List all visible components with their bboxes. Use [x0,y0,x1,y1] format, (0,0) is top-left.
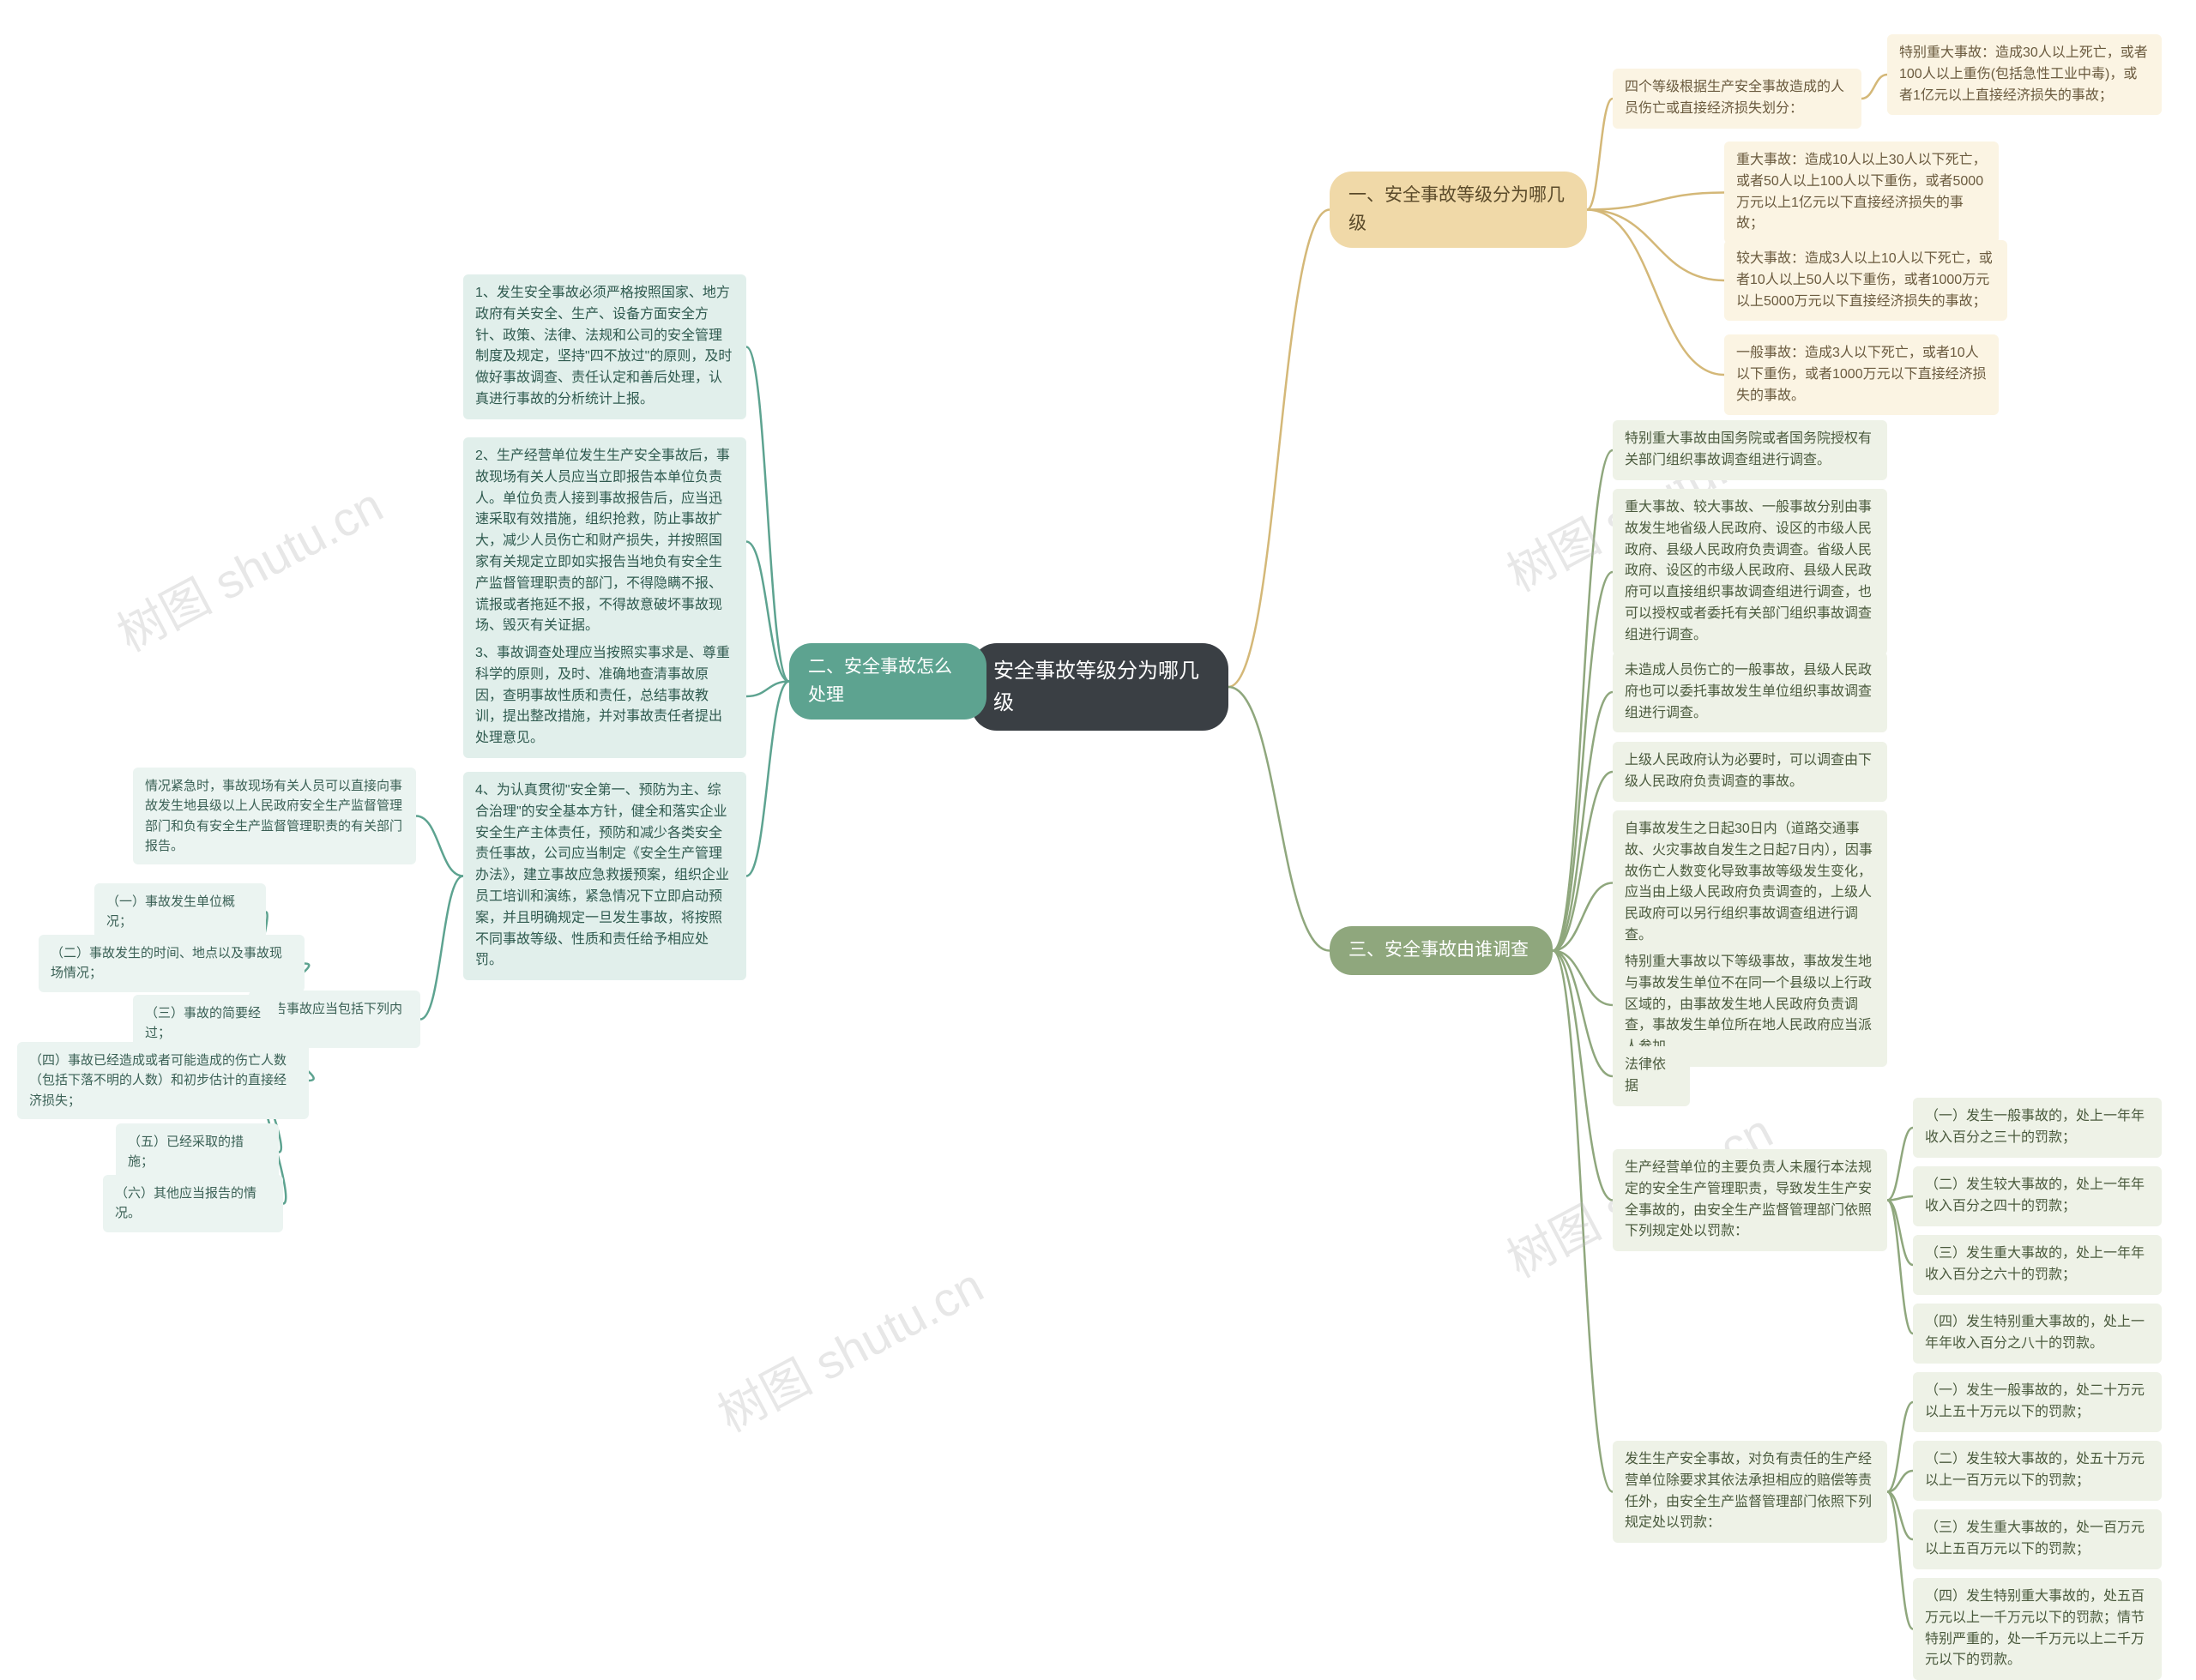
penalty2-c: （三）发生重大事故的，处一百万元以上五百万元以下的罚款； [1913,1509,2162,1569]
penalty1-b: （二）发生较大事故的，处上一年年收入百分之四十的罚款； [1913,1166,2162,1226]
report-6: （六）其他应当报告的情况。 [103,1175,283,1232]
penalty2-intro: 发生生产安全事故，对负有责任的生产经营单位除要求其依法承担相应的赔偿等责任外，由… [1613,1441,1887,1543]
handle-step-2: 2、生产经营单位发生生产安全事故后，事故现场有关人员应当立即报告本单位负责人。单… [463,437,746,646]
inv-4: 上级人民政府认为必要时，可以调查由下级人民政府负责调查的事故。 [1613,742,1887,802]
handle-step-3: 3、事故调查处理应当按照实事求是、尊重科学的原则，及时、准确地查清事故原因，查明… [463,635,746,758]
penalty1-intro: 生产经营单位的主要负责人未履行本法规定的安全生产管理职责，导致发生生产安全事故的… [1613,1149,1887,1251]
branch-levels[interactable]: 一、安全事故等级分为哪几级 [1330,172,1587,248]
branch-investigate[interactable]: 三、安全事故由谁调查 [1330,926,1553,975]
penalty1-d: （四）发生特别重大事故的，处上一年年收入百分之八十的罚款。 [1913,1304,2162,1364]
inv-3: 未造成人员伤亡的一般事故，县级人民政府也可以委托事故发生单位组织事故调查组进行调… [1613,652,1887,732]
handle-urgent: 情况紧急时，事故现场有关人员可以直接向事故发生地县级以上人民政府安全生产监督管理… [133,768,416,864]
level-major: 重大事故：造成10人以上30人以下死亡，或者50人以上100人以下重伤，或者50… [1724,142,1999,244]
levels-intro: 四个等级根据生产安全事故造成的人员伤亡或直接经济损失划分： [1613,69,1861,129]
level-extra-major: 特别重大事故：造成30人以上死亡，或者100人以上重伤(包括急性工业中毒)，或者… [1887,34,2162,115]
penalty2-d: （四）发生特别重大事故的，处五百万元以上一千万元以下的罚款；情节特别严重的，处一… [1913,1578,2162,1680]
report-5: （五）已经采取的措施； [116,1123,279,1181]
report-2: （二）事故发生的时间、地点以及事故现场情况； [39,935,305,992]
report-1: （一）事故发生单位概况； [94,883,266,941]
watermark: 树图 shutu.cn [704,1248,994,1446]
penalty2-a: （一）发生一般事故的，处二十万元以上五十万元以下的罚款； [1913,1372,2162,1432]
inv-5: 自事故发生之日起30日内（道路交通事故、火灾事故自发生之日起7日内），因事故伤亡… [1613,810,1887,955]
penalty2-b: （二）发生较大事故的，处五十万元以上一百万元以下的罚款； [1913,1441,2162,1501]
handle-step-4: 4、为认真贯彻"安全第一、预防为主、综合治理"的安全基本方针，健全和落实企业安全… [463,772,746,980]
root-node[interactable]: 安全事故等级分为哪几级 [971,643,1228,731]
report-4: （四）事故已经造成或者可能造成的伤亡人数（包括下落不明的人数）和初步估计的直接经… [17,1042,309,1119]
level-larger: 较大事故：造成3人以上10人以下死亡，或者10人以上50人以下重伤，或者1000… [1724,240,2007,321]
level-general: 一般事故：造成3人以下死亡，或者10人以下重伤，或者1000万元以下直接经济损失… [1724,334,1999,415]
penalty1-c: （三）发生重大事故的，处上一年年收入百分之六十的罚款； [1913,1235,2162,1295]
inv-2: 重大事故、较大事故、一般事故分别由事故发生地省级人民政府、设区的市级人民政府、县… [1613,489,1887,655]
branch-handle[interactable]: 二、安全事故怎么处理 [789,643,986,720]
handle-step-1: 1、发生安全事故必须严格按照国家、地方政府有关安全、生产、设备方面安全方针、政策… [463,274,746,419]
penalty1-a: （一）发生一般事故的，处上一年年收入百分之三十的罚款； [1913,1098,2162,1158]
watermark: 树图 shutu.cn [104,467,394,665]
inv-7: 法律依据 [1613,1046,1690,1106]
inv-1: 特别重大事故由国务院或者国务院授权有关部门组织事故调查组进行调查。 [1613,420,1887,480]
